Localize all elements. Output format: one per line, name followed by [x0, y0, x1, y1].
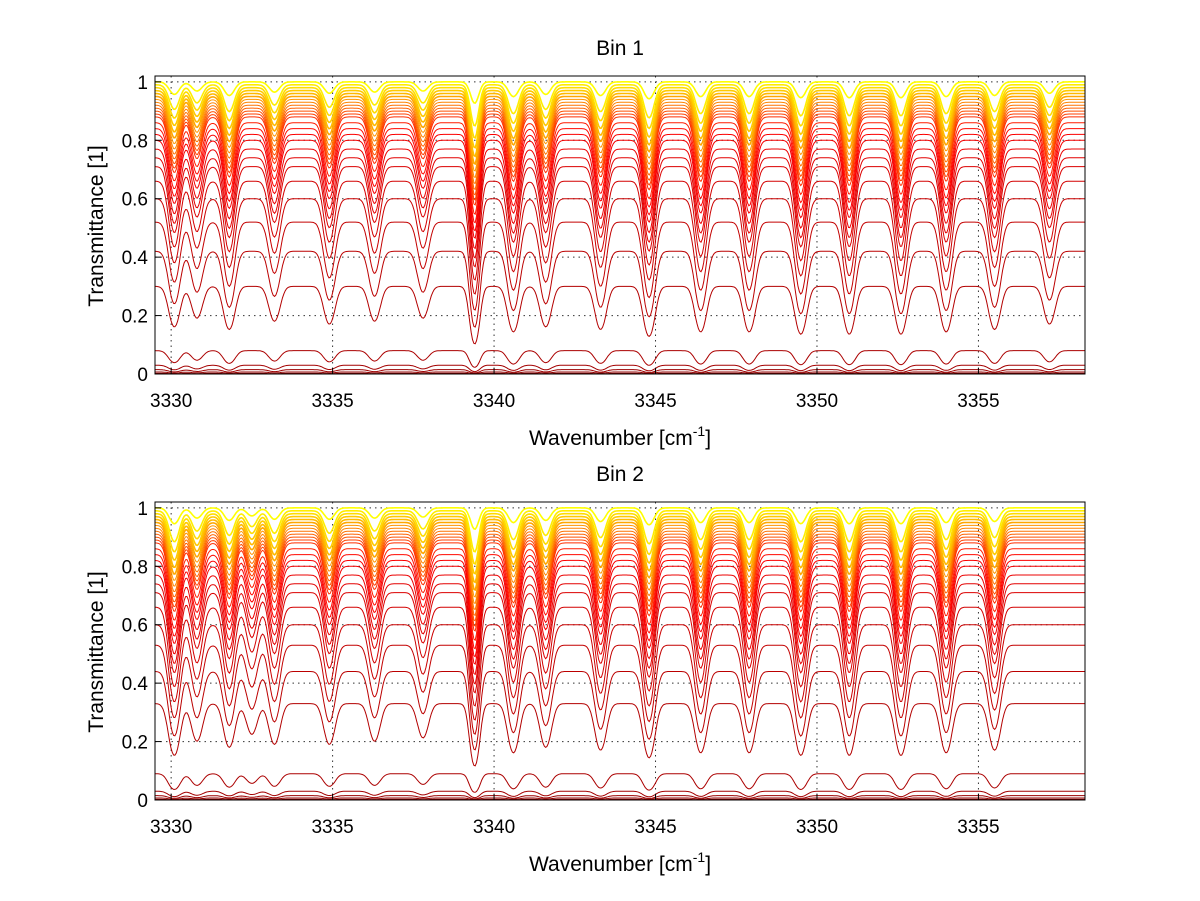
spectrum-curve — [155, 84, 1085, 127]
x-tick-label: 3335 — [311, 817, 353, 838]
spectrum-curve — [154, 113, 1085, 201]
spectrum-curve — [154, 512, 1085, 566]
spectrum-curve — [154, 139, 1085, 239]
spectrum-curve — [154, 128, 1085, 224]
spectrum-curve — [154, 221, 1085, 311]
spectrum-curve — [154, 536, 1085, 622]
y-tick-label: 0.2 — [122, 733, 148, 754]
y-axis-label: Transmittance [1] — [85, 571, 108, 732]
y-tick-label: 0.6 — [122, 616, 148, 637]
plot-area — [154, 80, 1085, 375]
chart-title: Bin 1 — [596, 37, 644, 60]
y-tick-label: 1 — [137, 73, 148, 94]
x-tick-label: 3355 — [957, 391, 999, 412]
spectrum-curve — [154, 148, 1085, 250]
grid-lines — [155, 502, 1085, 801]
spectrum-curve — [154, 574, 1085, 676]
spectrum-curve — [155, 369, 1085, 374]
spectrum-curve — [155, 364, 1085, 373]
x-tick-label: 3355 — [957, 817, 999, 838]
y-tick-label: 0.8 — [122, 557, 148, 578]
spectrum-curve — [154, 527, 1085, 605]
spectrum-curve — [154, 554, 1085, 650]
y-tick-label: 0 — [137, 791, 148, 812]
x-tick-label: 3330 — [150, 391, 192, 412]
y-tick-label: 0 — [137, 365, 148, 386]
spectrum-curve — [154, 606, 1085, 707]
plot-area — [154, 506, 1085, 801]
spectrum-curve — [155, 92, 1085, 158]
spectrum-curve — [154, 644, 1085, 735]
spectrum-curve — [155, 521, 1085, 592]
spectrum-curve — [155, 157, 1085, 259]
spectrum-curve — [155, 80, 1085, 104]
axes-frame — [154, 75, 1086, 375]
x-tick-label: 3340 — [473, 817, 515, 838]
x-axis-label: Wavenumber [cm-1] — [529, 423, 711, 450]
y-tick-label: 0.4 — [122, 674, 149, 695]
spectrum-curve — [155, 790, 1085, 799]
axes-frame — [154, 501, 1086, 801]
spectrum-curve — [155, 133, 1085, 232]
x-tick-label: 3350 — [796, 391, 838, 412]
spectrum-curve — [154, 250, 1085, 328]
spectrum-curve — [154, 542, 1085, 632]
spectrum-curve — [155, 198, 1085, 295]
x-tick-label: 3335 — [311, 391, 353, 412]
spectrum-curve — [154, 110, 1085, 196]
spectrum-curve — [155, 371, 1085, 374]
chart-title: Bin 2 — [596, 463, 644, 486]
spectrum-curve — [154, 624, 1085, 721]
y-tick-label: 0.2 — [122, 307, 148, 328]
spectrum-curve — [155, 797, 1085, 800]
x-tick-label: 3340 — [473, 391, 515, 412]
tick-labels: 3330 3335 3340 3345 3350 3355 0 0.2 0.4 0.6 0.8 1 — [122, 499, 1000, 838]
spectrum-curve — [154, 671, 1085, 751]
spectrum-curve — [154, 101, 1085, 179]
y-tick-label: 0.8 — [122, 131, 148, 152]
y-tick-label: 0.4 — [122, 248, 149, 269]
y-tick-label: 0.6 — [122, 190, 148, 211]
spectrum-curve — [154, 166, 1085, 268]
chart-panel-bin-2: Bin 2 3330 3335 3340 3345 3350 3355 0 0.2 0.4 0.6… — [85, 463, 1086, 876]
y-tick-label: 1 — [137, 499, 148, 520]
x-tick-label: 3345 — [634, 817, 676, 838]
spectrum-curve — [155, 285, 1085, 345]
spectrum-curve — [154, 116, 1085, 206]
spectrum-curve — [155, 518, 1085, 584]
spectrum-curve — [155, 95, 1085, 166]
chart-panel-bin-1: Bin 1 3330 3335 3340 3345 3350 3355 0 0.2 0.4 0.6… — [85, 37, 1086, 450]
y-axis-label: Transmittance [1] — [85, 145, 108, 306]
spectrum-curve — [155, 795, 1085, 800]
grid-lines — [155, 76, 1085, 375]
tick-labels: 3330 3335 3340 3345 3350 3355 0 0.2 0.4 0.6 0.8 1 — [122, 73, 1000, 412]
spectrum-curve — [155, 530, 1085, 611]
spectrum-curve — [154, 703, 1085, 767]
spectrum-curve — [155, 98, 1085, 172]
spectrum-curve — [155, 510, 1085, 553]
spectrum-curve — [154, 104, 1085, 185]
spectrum-curve — [154, 524, 1085, 598]
spectrum-curve — [154, 548, 1085, 642]
spectrum-curve — [154, 559, 1085, 658]
spectrum-curve — [154, 180, 1085, 281]
x-tick-label: 3330 — [150, 817, 192, 838]
spectrum-curve — [155, 122, 1085, 216]
spectrum-curve — [154, 565, 1085, 665]
spectrum-curve — [154, 533, 1085, 617]
spectrum-curve — [154, 515, 1085, 575]
spectrum-curve — [155, 107, 1085, 191]
x-axis-label: Wavenumber [cm-1] — [529, 849, 711, 876]
spectrum-curve — [155, 506, 1085, 530]
spectrum-curve — [154, 583, 1085, 685]
x-tick-label: 3345 — [634, 391, 676, 412]
spectrum-curve — [154, 592, 1085, 694]
spectrum-curve — [154, 89, 1085, 149]
spectrum-curve — [155, 86, 1085, 140]
x-tick-label: 3350 — [796, 817, 838, 838]
spectrum-curve — [155, 773, 1085, 793]
spectrum-curve — [154, 539, 1085, 627]
spectrum-curve — [154, 350, 1085, 368]
